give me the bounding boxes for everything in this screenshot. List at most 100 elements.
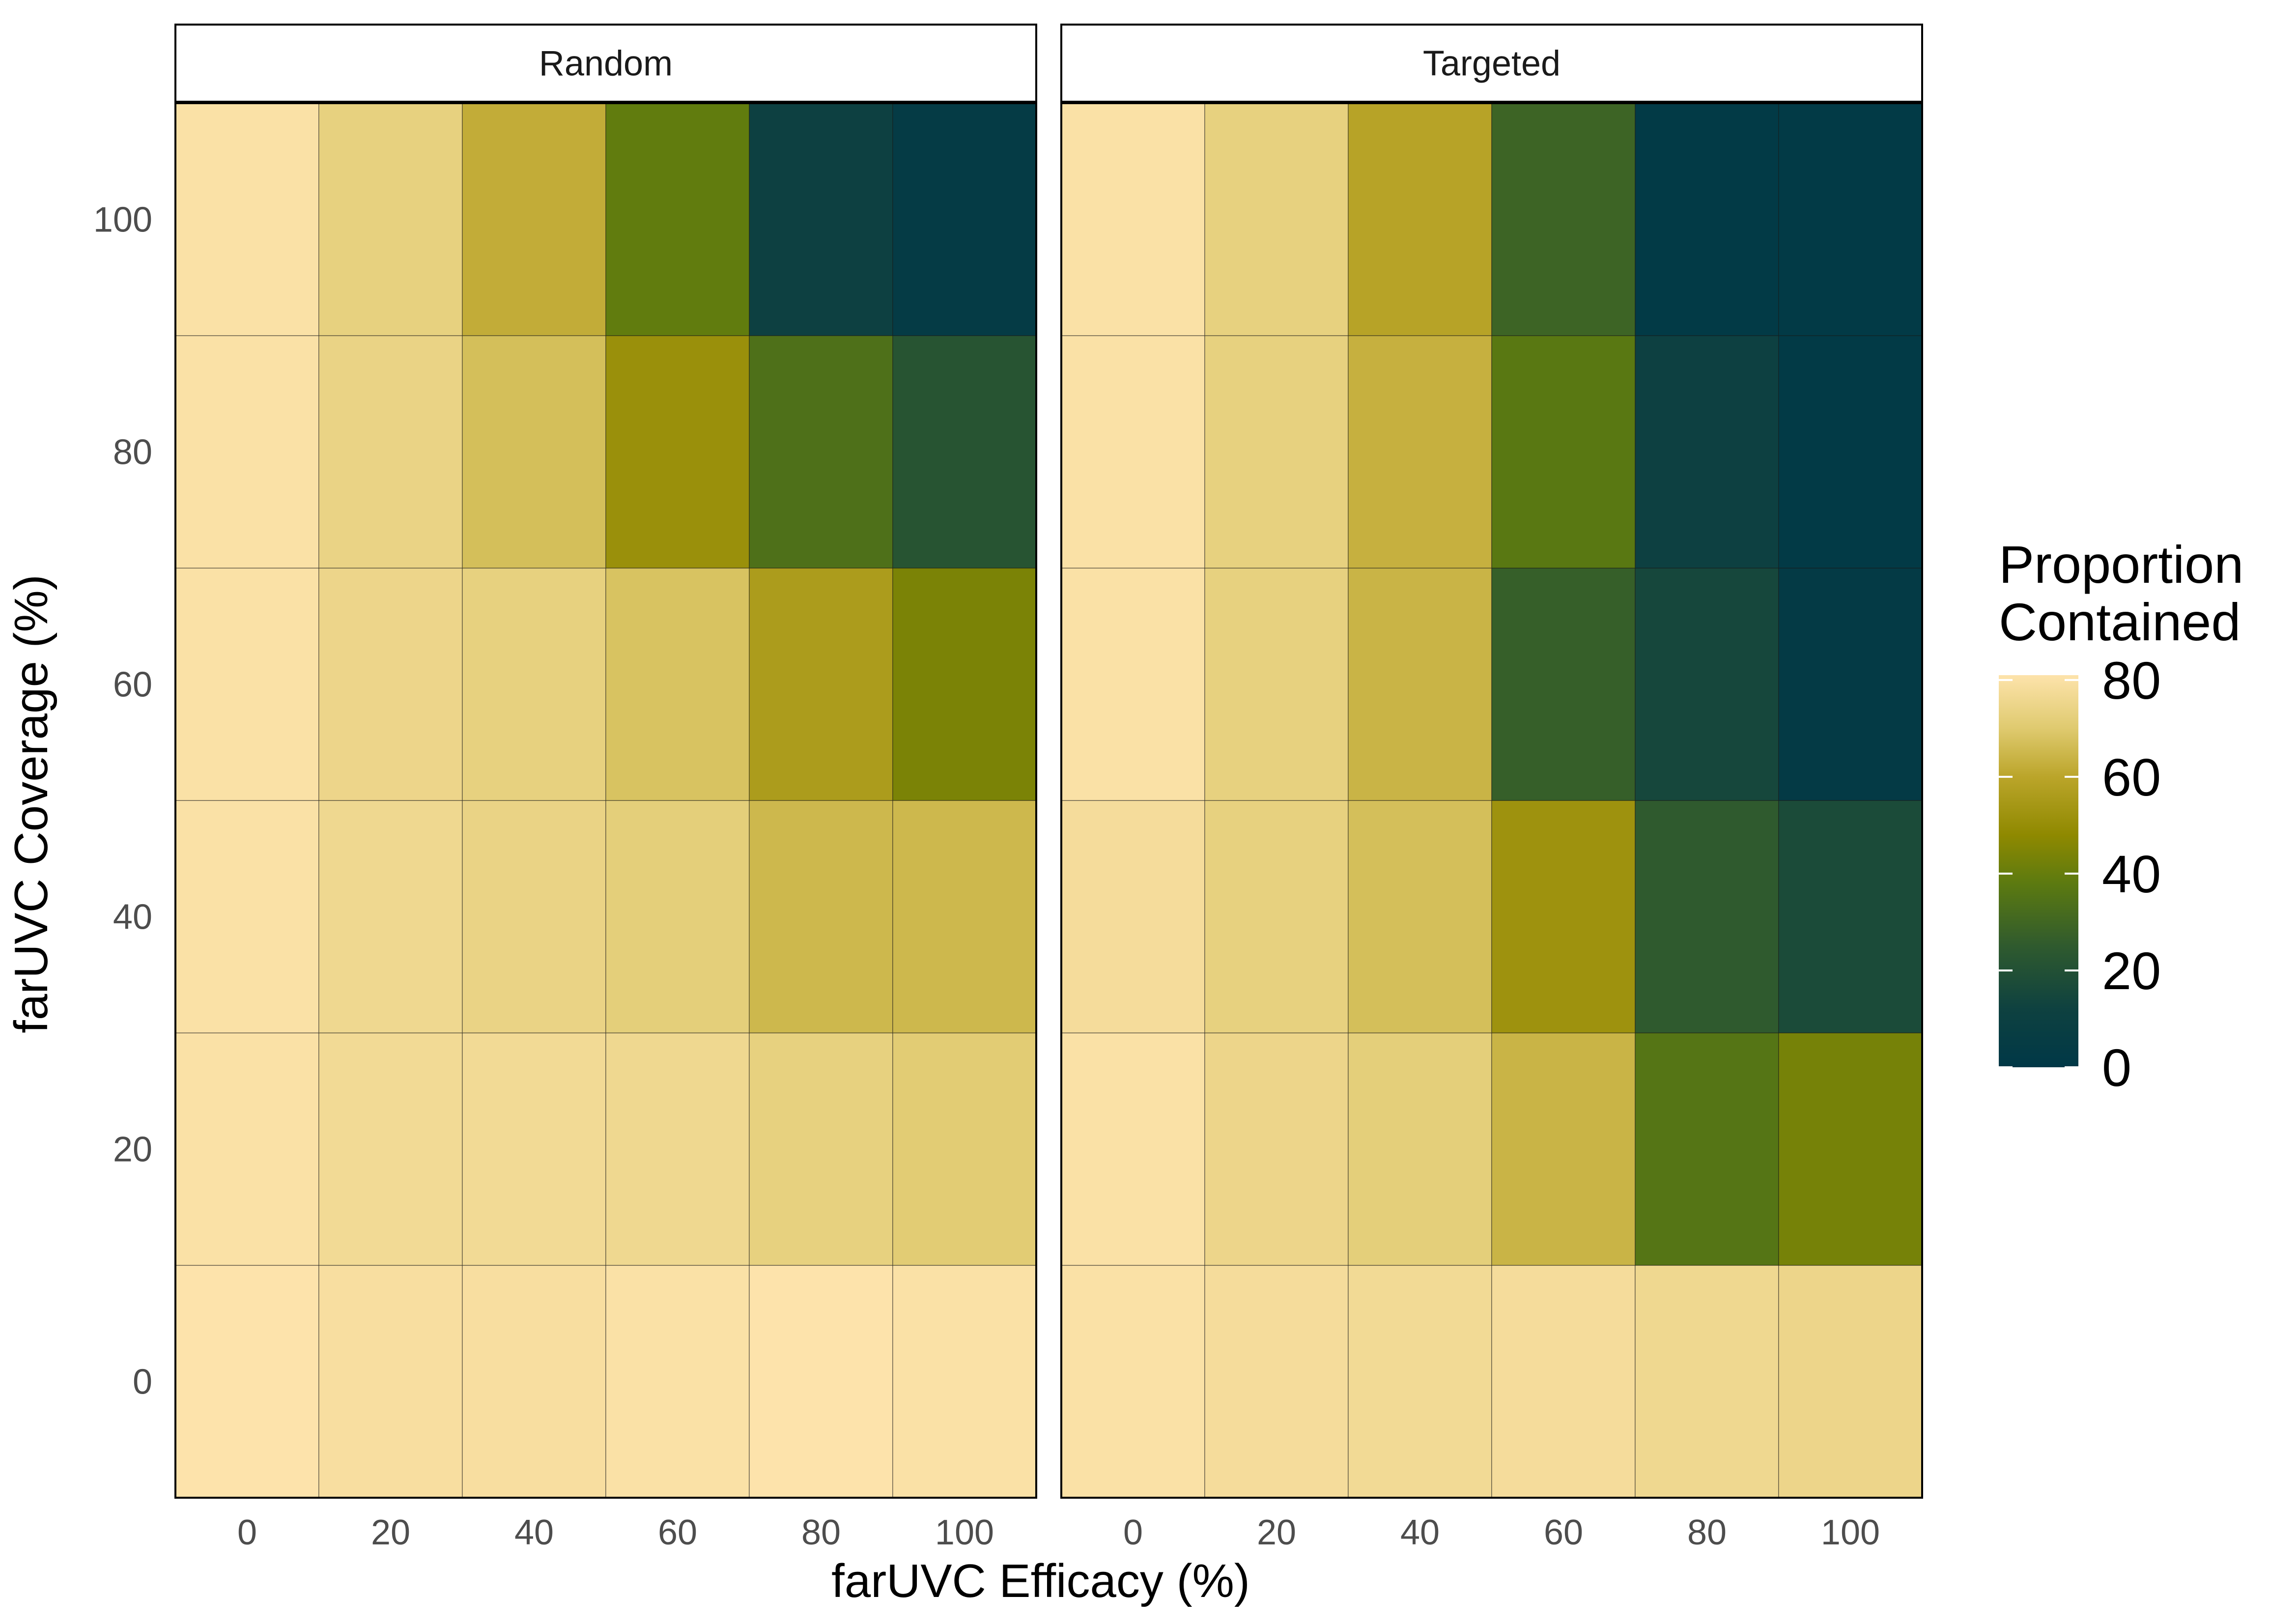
x-tick-label: 60 — [1544, 1513, 1583, 1552]
heat-cell — [318, 1032, 463, 1266]
x-tick-label: 100 — [1821, 1513, 1880, 1552]
heat-cell — [462, 1265, 606, 1498]
panel-border — [174, 102, 1037, 1499]
heat-cell — [318, 800, 463, 1033]
heat-cell — [1061, 335, 1205, 569]
heat-cell — [1348, 103, 1492, 336]
heat-cell — [1635, 1265, 1779, 1498]
legend-tick-label: 20 — [2102, 941, 2161, 1000]
heat-cell — [1061, 1265, 1205, 1498]
heat-cell — [462, 103, 606, 336]
strip-label: Random — [539, 44, 673, 84]
strip-box — [1060, 24, 1923, 103]
x-tick-label: 100 — [935, 1513, 994, 1552]
heat-cell — [892, 103, 1037, 336]
heat-cell — [462, 568, 606, 801]
heat-cell — [749, 103, 893, 336]
legend-title-line-1: Proportion — [1999, 535, 2243, 594]
x-tick-label: 20 — [371, 1513, 410, 1552]
heat-cell — [749, 335, 893, 569]
heat-cell — [1204, 1265, 1349, 1498]
heat-cell — [1778, 335, 1923, 569]
y-axis: 0 20 40 60 80 100 — [93, 200, 152, 1402]
y-tick-label: 80 — [113, 433, 152, 472]
legend-title-line-2: Contained — [1999, 592, 2241, 652]
heat-cell — [1778, 103, 1923, 336]
heat-cell — [1778, 1032, 1923, 1266]
heat-cell — [1348, 800, 1492, 1033]
heat-cell — [1491, 800, 1636, 1033]
x-tick-label: 20 — [1257, 1513, 1296, 1552]
heat-cell — [1204, 103, 1349, 336]
heat-cell — [749, 568, 893, 801]
facet-random: Random 0 20 40 60 80 100 — [174, 24, 1037, 1552]
heat-cell — [1635, 335, 1779, 569]
x-axis-title: farUVC Efficacy (%) — [831, 1555, 1250, 1607]
strip-label: Targeted — [1423, 44, 1561, 84]
heat-cell — [175, 335, 319, 569]
heat-cell — [1778, 568, 1923, 801]
heat-cell — [175, 103, 319, 336]
heat-cell — [1348, 1032, 1492, 1266]
heat-cell — [1491, 1265, 1636, 1498]
y-tick-label: 40 — [113, 898, 152, 937]
heat-cell — [1204, 568, 1349, 801]
y-tick-label: 20 — [113, 1130, 152, 1169]
heat-cell — [749, 1032, 893, 1266]
panel-border — [1060, 102, 1923, 1499]
heat-cell — [892, 335, 1037, 569]
heat-cell — [1348, 568, 1492, 801]
x-tick-label: 40 — [1400, 1513, 1440, 1552]
heat-cell — [1635, 103, 1779, 336]
heat-cell — [1061, 1032, 1205, 1266]
heat-cell — [605, 568, 750, 801]
heat-cell — [1204, 800, 1349, 1033]
heat-cell — [1348, 335, 1492, 569]
heat-cell — [1204, 1032, 1349, 1266]
heat-cell — [1635, 800, 1779, 1033]
heat-cell — [1491, 1032, 1636, 1266]
heat-cell — [462, 800, 606, 1033]
heat-cell — [605, 1032, 750, 1266]
x-tick-label: 80 — [1687, 1513, 1727, 1552]
heat-cell — [175, 1265, 319, 1498]
facet-targeted: Targeted 0 20 40 60 80 100 — [1060, 24, 1923, 1552]
heat-cell — [318, 568, 463, 801]
heat-cell — [1491, 568, 1636, 801]
x-tick-label: 0 — [1123, 1513, 1143, 1552]
heat-cell — [605, 335, 750, 569]
y-tick-label: 100 — [93, 200, 152, 240]
heat-cell — [1061, 103, 1205, 336]
x-tick-label: 60 — [658, 1513, 697, 1552]
heat-cell — [318, 1265, 463, 1498]
heat-cell — [175, 800, 319, 1033]
heat-cell — [892, 1032, 1037, 1266]
legend-tick-label: 60 — [2102, 747, 2161, 807]
heat-cell — [1778, 800, 1923, 1033]
heat-cell — [1635, 568, 1779, 801]
heat-cell — [175, 568, 319, 801]
y-tick-label: 0 — [133, 1363, 152, 1402]
heat-cell — [749, 800, 893, 1033]
heat-cell — [605, 103, 750, 336]
heat-cell — [892, 1265, 1037, 1498]
heat-cell — [318, 335, 463, 569]
legend-tick-label: 40 — [2102, 844, 2161, 904]
heat-cell — [749, 1265, 893, 1498]
y-axis-title: farUVC Coverage (%) — [5, 574, 57, 1033]
heat-cell — [1491, 103, 1636, 336]
x-tick-label: 0 — [237, 1513, 257, 1552]
heat-cell — [1204, 335, 1349, 569]
x-tick-label: 80 — [801, 1513, 841, 1552]
heat-cell — [1491, 335, 1636, 569]
heat-cell — [318, 103, 463, 336]
heat-cell — [892, 800, 1037, 1033]
x-tick-label: 40 — [514, 1513, 554, 1552]
legend-tick-label: 80 — [2102, 651, 2161, 710]
heat-cell — [1348, 1265, 1492, 1498]
heat-cell — [1778, 1265, 1923, 1498]
heat-cell — [605, 1265, 750, 1498]
